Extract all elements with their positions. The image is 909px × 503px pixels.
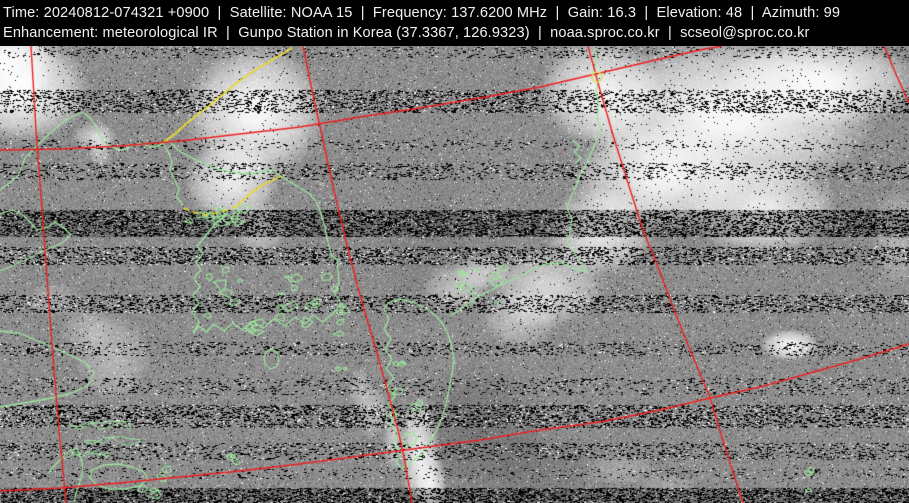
telemetry-line-1: Time: 20240812-074321 +0900 | Satellite:…: [3, 5, 841, 21]
telemetry-line-2: Enhancement: meteorological IR | Gunpo S…: [3, 25, 810, 41]
telemetry-header-bar: Time: 20240812-074321 +0900 | Satellite:…: [0, 0, 909, 46]
